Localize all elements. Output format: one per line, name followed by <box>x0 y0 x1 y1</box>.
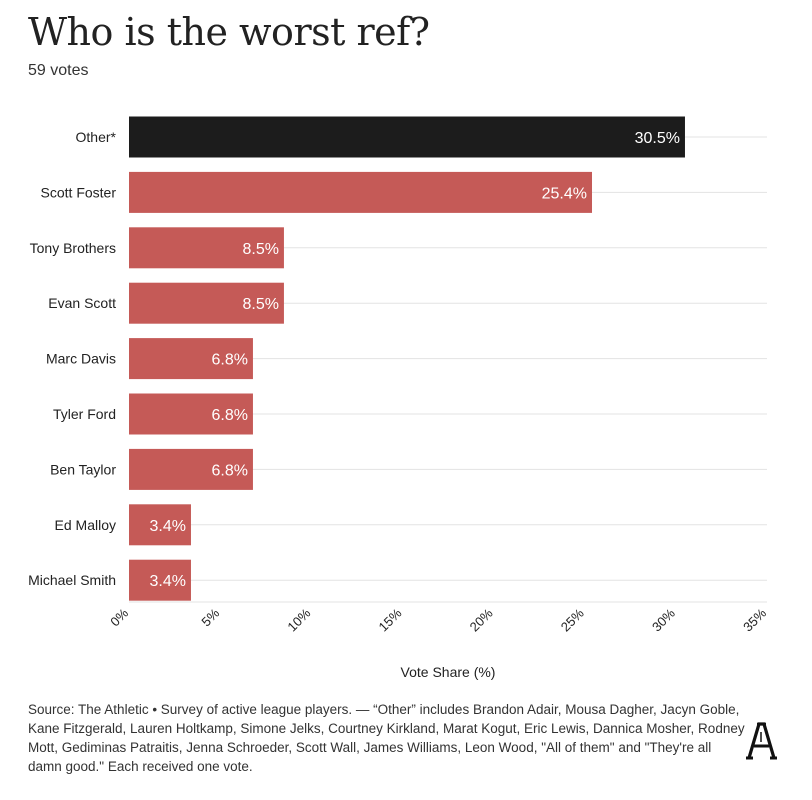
x-tick-label: 10% <box>284 605 313 634</box>
bar-value-label: 6.8% <box>211 407 247 424</box>
x-tick-label: 25% <box>558 605 587 634</box>
chart-subtitle: 59 votes <box>28 62 89 79</box>
x-tick-label: 20% <box>467 605 496 634</box>
category-label: Tony Brothers <box>30 240 116 256</box>
x-tick-label: 15% <box>376 605 405 634</box>
x-tick-label: 30% <box>649 605 678 634</box>
bar <box>129 171 593 213</box>
bar-value-label: 25.4% <box>542 185 587 202</box>
category-label: Marc Davis <box>46 351 116 367</box>
x-axis-label: Vote Share (%) <box>401 664 496 680</box>
bar <box>129 448 253 490</box>
bar-value-label: 6.8% <box>211 352 247 369</box>
category-label: Ed Malloy <box>55 517 116 533</box>
bars: 30.5% 25.4% 8.5% 8.5% 6.8% 6.8% 6.8% 3.4% 3.4% <box>129 116 685 601</box>
bar-value-label: 3.4% <box>150 518 186 535</box>
bar-value-label: 8.5% <box>242 241 278 258</box>
x-tick-label: 35% <box>740 605 769 634</box>
bar <box>129 559 191 601</box>
bar-value-label: 6.8% <box>211 462 247 479</box>
bar <box>129 282 284 324</box>
x-tick-label: 5% <box>198 605 222 629</box>
bar-value-label: 3.4% <box>150 573 186 590</box>
x-axis-ticks: 0% 5% 10% 15% 20% 25% 30% 35% <box>107 605 769 634</box>
bar <box>129 504 191 546</box>
category-labels: Other* Scott Foster Tony Brothers Evan Scot… <box>28 129 116 588</box>
bar-chart: 30.5% 25.4% 8.5% 8.5% 6.8% 6.8% 6.8% 3.4% 3.4% O… <box>28 116 769 680</box>
bar <box>129 116 685 158</box>
category-label: Other* <box>76 129 117 145</box>
source-footnote: Source: The Athletic • Survey of active … <box>28 702 745 774</box>
chart-title: Who is the worst ref? <box>28 10 430 54</box>
bar <box>129 227 284 269</box>
bar-value-label: 8.5% <box>242 296 278 313</box>
category-label: Evan Scott <box>48 295 116 311</box>
bar <box>129 393 253 435</box>
x-tick-label: 0% <box>107 605 131 629</box>
category-label: Ben Taylor <box>50 461 116 477</box>
category-label: Michael Smith <box>28 572 116 588</box>
category-label: Scott Foster <box>41 184 117 200</box>
bar <box>129 338 253 380</box>
bar-value-label: 30.5% <box>635 130 680 147</box>
category-label: Tyler Ford <box>53 406 116 422</box>
athletic-logo-icon <box>746 722 777 760</box>
